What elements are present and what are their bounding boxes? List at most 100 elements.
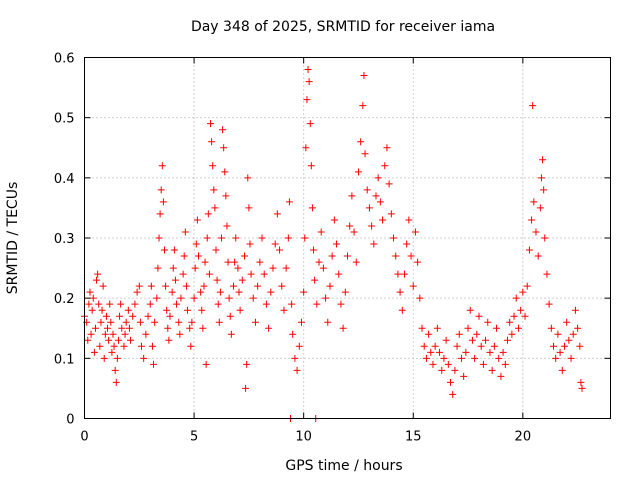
data-point [407, 252, 415, 260]
data-point [486, 348, 494, 356]
data-point [144, 312, 152, 320]
data-point [157, 186, 165, 194]
data-point [304, 66, 312, 74]
data-point [90, 348, 98, 356]
data-point [464, 324, 472, 332]
data-point [460, 372, 468, 380]
y-tick-label: 0.3 [54, 232, 75, 247]
data-point [170, 246, 178, 254]
data-point [541, 234, 549, 242]
data-point [558, 366, 566, 374]
y-axis-label: SRMTID / TECUs [5, 182, 21, 295]
data-point [166, 312, 174, 320]
data-point [427, 348, 435, 356]
data-point [204, 210, 212, 218]
data-point [444, 360, 452, 368]
y-tick-label: 0.1 [54, 352, 75, 367]
data-point [569, 330, 577, 338]
data-point [84, 336, 92, 344]
data-point [512, 294, 520, 302]
data-point [200, 282, 208, 290]
data-point [225, 294, 233, 302]
data-point [85, 300, 93, 308]
data-point [265, 324, 273, 332]
data-point [175, 318, 183, 326]
data-point [409, 282, 417, 290]
data-point [169, 264, 177, 272]
data-point [127, 336, 135, 344]
data-point [207, 120, 215, 128]
data-point [528, 216, 536, 224]
data-point [425, 330, 433, 338]
data-point [317, 228, 325, 236]
data-point [215, 318, 223, 326]
data-point [121, 330, 129, 338]
data-point [87, 330, 95, 338]
data-point [168, 288, 176, 296]
data-point [301, 234, 309, 242]
data-point [433, 324, 441, 332]
y-tick-label: 0.6 [54, 52, 75, 67]
data-point [466, 306, 474, 314]
data-point [305, 78, 313, 86]
data-point [238, 276, 246, 284]
data-point [436, 348, 444, 356]
data-point [390, 234, 398, 242]
data-point [501, 360, 509, 368]
data-point [227, 330, 235, 338]
data-point [282, 264, 290, 272]
data-point [392, 252, 400, 260]
data-point [190, 294, 198, 302]
data-point [453, 342, 461, 350]
data-point [95, 300, 103, 308]
data-point [455, 330, 463, 338]
data-point [88, 306, 96, 314]
data-point [552, 354, 560, 362]
data-point [381, 162, 389, 170]
data-point [245, 204, 253, 212]
data-point [324, 318, 332, 326]
data-point [98, 306, 106, 314]
data-point [258, 234, 266, 242]
data-point [94, 270, 102, 278]
data-point [216, 288, 224, 296]
data-point [300, 288, 308, 296]
data-point [100, 354, 108, 362]
data-point [447, 378, 455, 386]
data-point [306, 120, 314, 128]
data-point [244, 174, 252, 182]
data-point [429, 360, 437, 368]
data-point [276, 246, 284, 254]
data-point [269, 264, 277, 272]
data-point [273, 210, 281, 218]
data-point [120, 342, 128, 350]
data-point [477, 342, 485, 350]
data-point [148, 342, 156, 350]
data-point [295, 342, 303, 350]
data-point [442, 336, 450, 344]
y-tick-label: 0 [66, 413, 74, 428]
data-point [499, 348, 507, 356]
data-point [361, 150, 369, 158]
data-point [422, 354, 430, 362]
data-point [354, 168, 362, 176]
data-point [111, 366, 119, 374]
data-point [140, 354, 148, 362]
data-point [359, 102, 367, 110]
data-point [226, 312, 234, 320]
data-point [230, 282, 238, 290]
data-point [135, 282, 143, 290]
data-point [322, 294, 330, 302]
data-point [532, 228, 540, 236]
data-point [198, 306, 206, 314]
data-point [122, 318, 130, 326]
data-point [341, 288, 349, 296]
data-point [251, 318, 259, 326]
data-point [510, 312, 518, 320]
data-point [479, 360, 487, 368]
data-point [411, 228, 419, 236]
data-point [285, 198, 293, 206]
data-point [162, 282, 170, 290]
data-point [357, 138, 365, 146]
data-point [374, 174, 382, 182]
